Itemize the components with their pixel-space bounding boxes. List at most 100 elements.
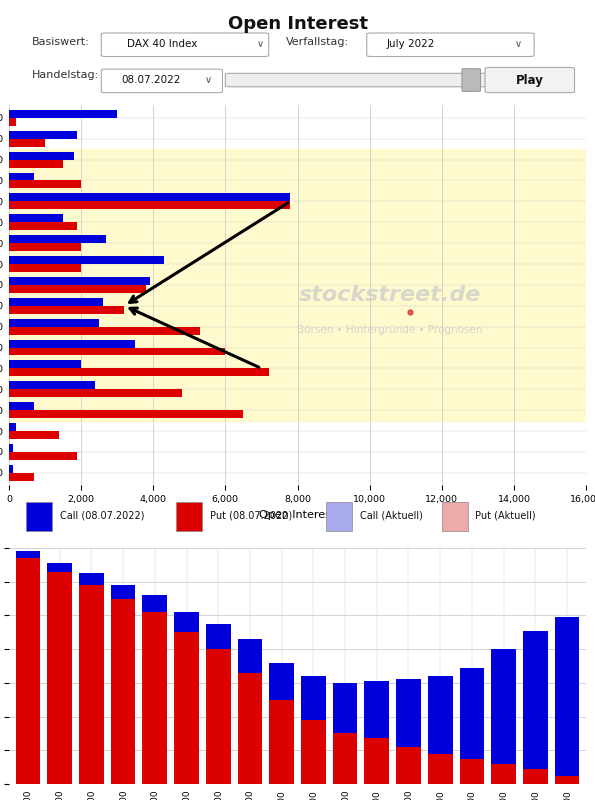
Text: Basiswert:: Basiswert:	[32, 38, 90, 47]
Text: ∨: ∨	[256, 39, 264, 49]
Text: Handelstag:: Handelstag:	[32, 70, 99, 80]
Text: ∨: ∨	[205, 75, 212, 85]
Text: Call (Aktuell): Call (Aktuell)	[360, 510, 422, 521]
Bar	[9, 298, 103, 306]
Bar	[9, 358, 586, 379]
Bar	[333, 683, 358, 734]
Bar	[9, 465, 12, 473]
Bar	[15, 551, 40, 558]
Bar	[9, 410, 243, 418]
Bar	[9, 160, 63, 167]
Bar	[301, 720, 325, 784]
Bar	[9, 256, 164, 264]
Bar	[142, 612, 167, 784]
Bar	[111, 598, 136, 784]
Bar	[142, 595, 167, 612]
Bar	[237, 673, 262, 784]
Bar	[442, 502, 468, 530]
Bar	[9, 212, 586, 233]
Bar	[9, 222, 77, 230]
Bar	[9, 347, 226, 355]
Bar	[9, 316, 586, 337]
Bar	[491, 649, 516, 764]
Bar	[111, 585, 136, 598]
Bar	[9, 138, 45, 146]
FancyBboxPatch shape	[462, 69, 480, 91]
Bar	[15, 558, 40, 784]
Text: 08.07.2022: 08.07.2022	[121, 75, 181, 85]
Bar	[428, 676, 453, 754]
Bar	[523, 630, 548, 769]
Bar	[174, 612, 199, 632]
Bar	[9, 274, 586, 295]
Bar	[174, 632, 199, 784]
Bar	[491, 764, 516, 784]
Bar	[555, 775, 580, 784]
Bar	[301, 676, 325, 720]
Bar	[9, 369, 269, 376]
Text: Put (Aktuell): Put (Aktuell)	[475, 510, 536, 521]
Bar	[9, 340, 135, 347]
Bar	[9, 110, 117, 118]
Bar	[9, 318, 99, 326]
Text: DAX 40 Index: DAX 40 Index	[127, 39, 198, 49]
Bar	[26, 502, 52, 530]
Text: ∨: ∨	[515, 39, 522, 49]
Bar	[459, 758, 484, 784]
Bar	[206, 649, 231, 784]
Bar	[9, 361, 81, 369]
Bar	[9, 214, 63, 222]
Text: Börsen • Hintergründe • Prognosen: Börsen • Hintergründe • Prognosen	[297, 325, 483, 334]
Bar	[364, 681, 389, 738]
Bar	[237, 639, 262, 673]
Bar	[9, 473, 34, 481]
Bar	[327, 502, 352, 530]
FancyBboxPatch shape	[226, 74, 491, 86]
Bar	[396, 747, 421, 784]
Bar	[523, 769, 548, 784]
Bar	[9, 191, 586, 212]
Bar	[9, 402, 34, 410]
Bar	[9, 181, 81, 189]
Bar	[79, 585, 104, 784]
Bar	[9, 431, 60, 439]
Bar	[270, 700, 294, 784]
FancyBboxPatch shape	[485, 67, 575, 93]
Text: stockstreet.de: stockstreet.de	[299, 286, 481, 306]
Bar	[9, 202, 290, 210]
Bar	[9, 285, 146, 293]
Bar	[9, 233, 586, 254]
Bar	[9, 390, 182, 398]
Bar	[9, 149, 586, 170]
FancyBboxPatch shape	[101, 33, 269, 57]
FancyBboxPatch shape	[101, 69, 223, 93]
Bar	[428, 754, 453, 784]
Bar	[9, 295, 586, 316]
Bar	[47, 571, 72, 784]
Bar	[206, 624, 231, 649]
Bar	[9, 444, 12, 452]
Bar	[9, 173, 34, 181]
Bar	[176, 502, 202, 530]
Bar	[9, 243, 81, 251]
Bar	[9, 337, 586, 358]
Bar	[9, 194, 290, 202]
Bar	[364, 738, 389, 784]
Text: Verfallstag:: Verfallstag:	[286, 38, 349, 47]
Bar	[396, 679, 421, 747]
Bar	[9, 152, 74, 160]
Bar	[9, 400, 586, 421]
Bar	[9, 254, 586, 274]
Bar	[9, 277, 149, 285]
Bar	[270, 662, 294, 700]
Bar	[9, 130, 77, 138]
Bar	[9, 379, 586, 400]
Text: Open Interest: Open Interest	[227, 14, 368, 33]
Bar	[9, 235, 107, 243]
Bar	[47, 563, 72, 571]
Bar	[555, 617, 580, 775]
Text: Call (08.07.2022): Call (08.07.2022)	[60, 510, 144, 521]
FancyBboxPatch shape	[367, 33, 534, 57]
X-axis label: Open Interest: Open Interest	[259, 510, 336, 520]
Bar	[79, 574, 104, 585]
